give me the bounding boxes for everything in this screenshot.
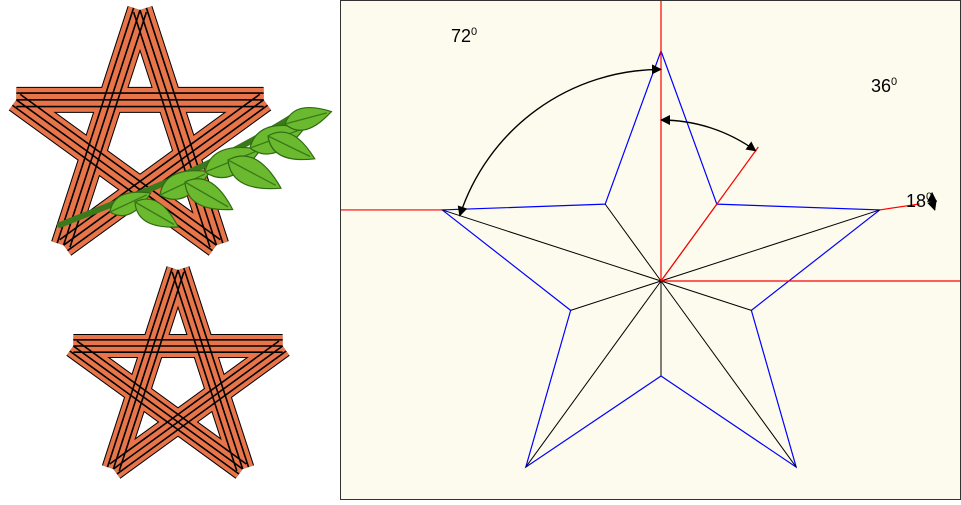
angle-label-18: 180: [906, 191, 932, 212]
geometry-diagram-panel: 720 360 180: [340, 0, 961, 500]
geometry-star-svg: [341, 1, 960, 499]
angle-label-72: 720: [451, 26, 477, 47]
ribbon-stars-panel: [0, 0, 340, 500]
ribbon-stars-svg: [0, 0, 340, 500]
angle-label-36: 360: [871, 76, 897, 97]
